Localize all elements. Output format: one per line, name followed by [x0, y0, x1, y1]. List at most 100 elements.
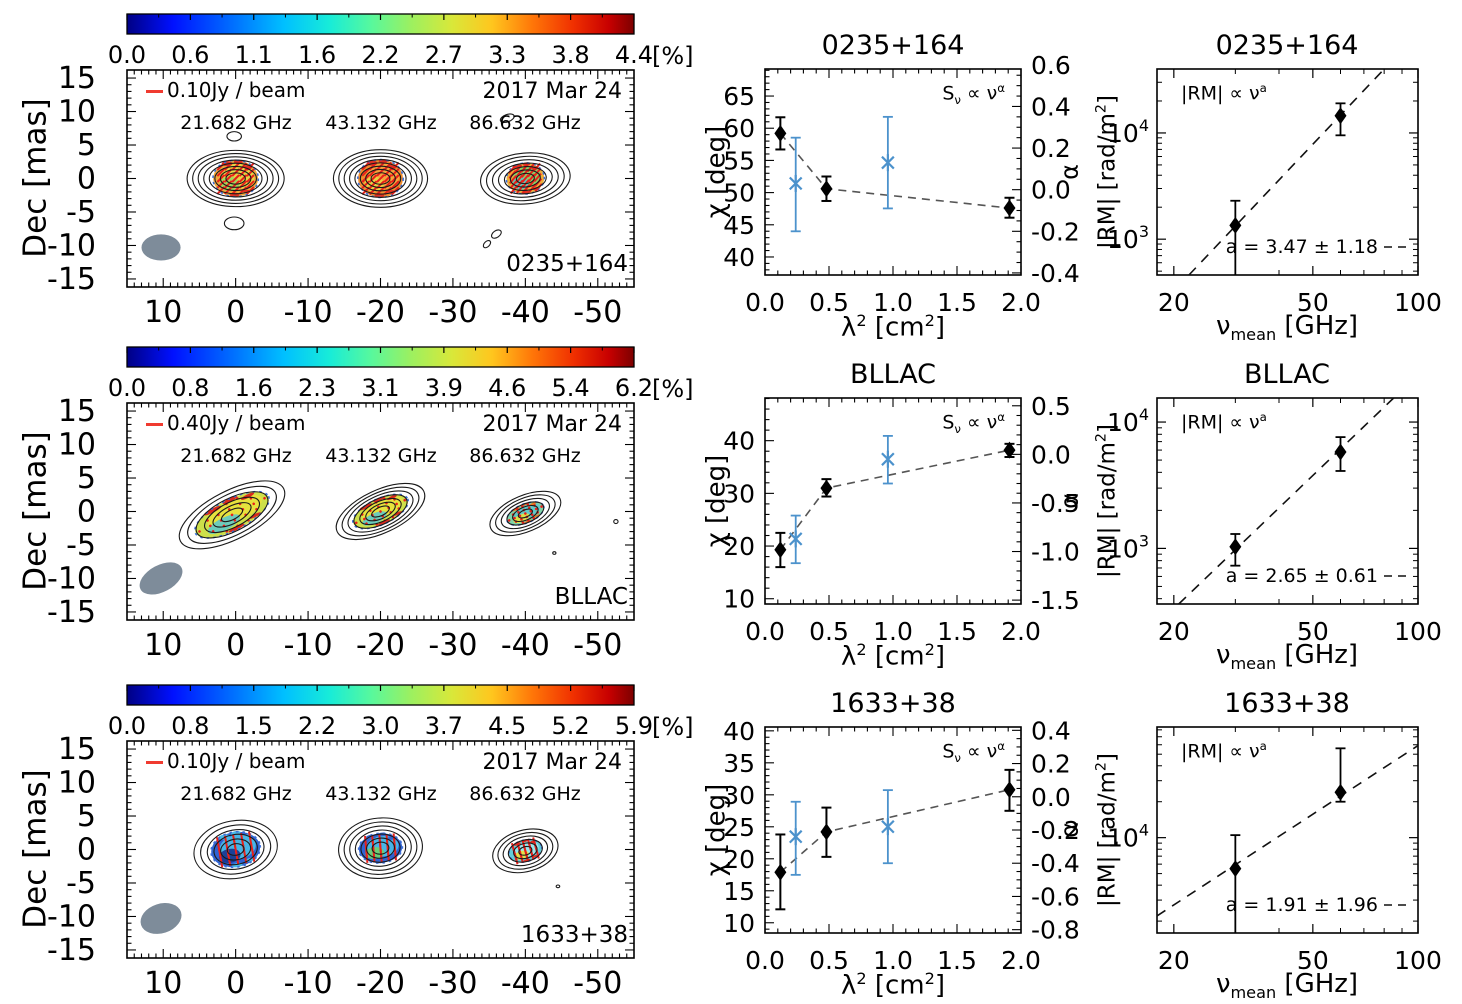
colorbar-unit: [%]	[652, 42, 694, 70]
alpha-data-point	[881, 434, 895, 485]
log-tick-label: 104	[1107, 405, 1149, 437]
tick-label: 5	[77, 461, 96, 496]
freq-label: 86.632 GHz	[469, 112, 581, 134]
tick-label: 30	[723, 781, 755, 810]
chi-y-axis-label: χ [deg]	[701, 125, 732, 219]
tick-label: 55	[723, 146, 755, 175]
tick-label: 25	[723, 813, 755, 842]
jet-component	[489, 490, 562, 537]
alpha-data-point	[788, 136, 803, 233]
tick-label: 2.2	[298, 712, 336, 740]
tick-label: -1.5	[1031, 586, 1080, 615]
tick-label: 5	[77, 799, 96, 834]
tick-label: 3.9	[425, 374, 463, 402]
tick-label: 1.5	[235, 712, 273, 740]
tick-label: 0.5	[809, 288, 849, 317]
jet-component	[193, 819, 278, 880]
alpha-axis-label: α	[1055, 164, 1084, 180]
noise-contour	[482, 239, 492, 249]
tick-label: -10	[284, 966, 333, 1001]
tick-label: 0.0	[1031, 440, 1071, 469]
tick-label: 15	[723, 877, 755, 906]
freq-label: 43.132 GHz	[325, 783, 437, 805]
tick-label: 2.2	[361, 41, 399, 69]
beam-scale-legend: 0.10Jy / beam	[146, 80, 305, 101]
tick-label: -15	[47, 262, 96, 297]
noise-contour	[490, 229, 502, 239]
alpha-data-point	[788, 514, 803, 565]
tick-label: -30	[428, 628, 477, 663]
beam-ellipse-icon	[141, 234, 181, 261]
tick-label: -0.4	[1031, 259, 1080, 288]
chi-lambda2-panel-0235+164: 0.0 0.5 1.0 1.5 2.0 40 45 50 55 60 65 -0.4 -0.2 0.0 0.…	[723, 51, 1080, 317]
chi-data-point	[1003, 196, 1016, 219]
freq-label: 86.632 GHz	[469, 445, 581, 467]
rm-nu-panel-1633+38: 20 50 100 104	[1107, 726, 1442, 975]
chi-panel-title: 0235+164	[821, 30, 965, 61]
tick-label: 5.4	[552, 374, 590, 402]
tick-label: 0.6	[171, 41, 209, 69]
tick-label: -20	[356, 966, 405, 1001]
rm-y-axis-label: |RM| [rad/m2]	[1093, 95, 1121, 249]
tick-label: 10	[144, 628, 182, 663]
rm-panel-title: BLLAC	[1243, 359, 1331, 390]
chi-data-point	[774, 833, 787, 911]
tick-label: 100	[1394, 288, 1442, 317]
beam-ellipse-icon	[139, 562, 183, 595]
map-y-axis-label: Dec [mas]	[17, 98, 54, 258]
rm-data-point	[1229, 533, 1242, 567]
power-law-fit-line	[1156, 744, 1419, 917]
tick-label: -5	[66, 528, 96, 563]
tick-label: 40	[723, 427, 755, 456]
tick-label: 1.6	[235, 374, 273, 402]
tick-label: 1.1	[235, 41, 273, 69]
tick-label: 0.0	[745, 946, 785, 975]
jet-component	[335, 482, 426, 541]
tick-label: 10	[58, 766, 96, 801]
tick-label: 2.0	[1001, 288, 1041, 317]
tick-label: -30	[428, 295, 477, 330]
tick-label: 0.8	[171, 374, 209, 402]
tick-label: 100	[1394, 946, 1442, 975]
chi-lambda2-panel-BLLAC: 0.0 0.5 1.0 1.5 2.0 10 20 30 40 -1.5 -1.0 -0.5 0.0 0.…	[723, 392, 1080, 646]
tick-label: -10	[47, 899, 96, 934]
jet-component	[480, 152, 571, 205]
tick-label: -20	[356, 295, 405, 330]
noise-contour	[613, 518, 619, 525]
beam-scale-dash-icon	[146, 423, 163, 426]
tick-label: -40	[501, 628, 550, 663]
freq-label: 21.682 GHz	[180, 445, 292, 467]
tick-label: -0.4	[1031, 849, 1080, 878]
tick-label: 20	[1158, 288, 1190, 317]
tick-label: -0.5	[1031, 489, 1080, 518]
tick-label: 1.5	[937, 617, 977, 646]
tick-label: -40	[501, 295, 550, 330]
rm-data-point	[1229, 834, 1242, 933]
tick-label: -0.2	[1031, 217, 1080, 246]
tick-label: 65	[723, 82, 755, 111]
chi-data-point	[774, 531, 787, 569]
tick-label: -50	[573, 628, 622, 663]
rm-power-law-annotation: |RM| ∝ νa	[1181, 81, 1267, 105]
map-panel-BLLAC: 0.0 0.8 1.6 2.3 3.1 3.9 4.6 5.4 6.210 0 -10 -20 -30-…	[47, 346, 653, 663]
alpha-axis-label: α	[1055, 822, 1084, 838]
tick-label: 0	[226, 966, 245, 1001]
tick-label: 0.0	[745, 288, 785, 317]
tick-label: 60	[723, 114, 755, 143]
rm-x-axis-label: νmean [GHz]	[1215, 640, 1359, 674]
chi-data-point	[820, 478, 833, 498]
beam-scale-label: 0.40Jy / beam	[167, 411, 306, 435]
source-name: 0235+164	[506, 251, 628, 277]
log-tick-label: 104	[1107, 116, 1149, 148]
beam-scale-dash-icon	[146, 90, 163, 93]
tick-label: 10	[144, 295, 182, 330]
source-name: 1633+38	[520, 922, 628, 948]
tick-label: 0.2	[1031, 134, 1071, 163]
tick-label: -5	[66, 195, 96, 230]
tick-label: 0	[226, 295, 245, 330]
tick-label: 4.5	[488, 712, 526, 740]
colorbar-unit: [%]	[652, 713, 694, 741]
chi-data-point	[820, 806, 833, 858]
tick-label: 10	[723, 585, 755, 614]
chi-lambda2-panel-1633+38: 0.0 0.5 1.0 1.5 2.0 10 15 20 25 30 35 40 -0.8 -0.6 -0.…	[723, 716, 1080, 975]
